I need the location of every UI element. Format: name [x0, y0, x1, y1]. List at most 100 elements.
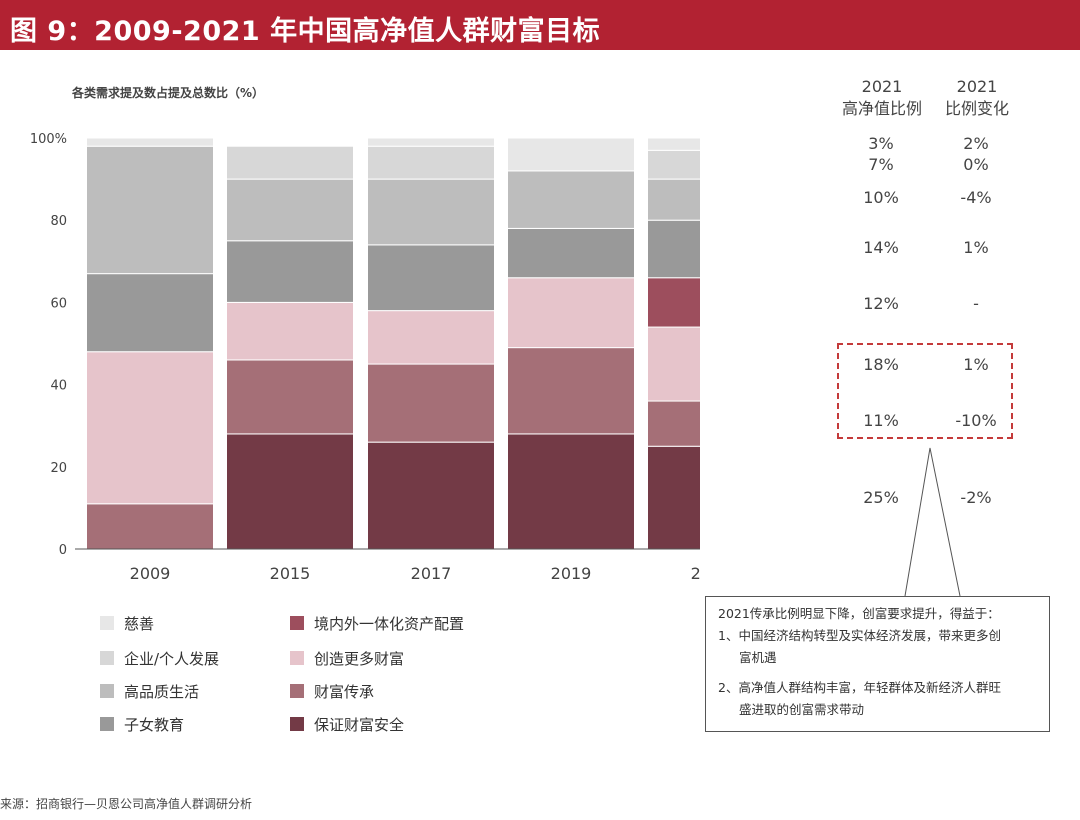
table-change-value: -2% — [960, 488, 992, 507]
legend-swatch — [290, 717, 304, 731]
bar-segment — [226, 301, 354, 361]
table-change-value: 0% — [963, 155, 989, 174]
table-share-value: 18% — [863, 355, 899, 374]
legend-swatch — [100, 651, 114, 665]
callout-line: 1、中国经济结构转型及实体经济发展，带来更多创 — [718, 628, 1001, 643]
bar-segment — [226, 359, 354, 435]
legend-label: 慈善 — [124, 614, 155, 633]
figure-title: 图 9：2009-2021 年中国高净值人群财富目标 — [10, 16, 601, 47]
callout-line: 2021传承比例明显下降，创富要求提升，得益于： — [718, 606, 1000, 621]
y-tick-label: 60 — [50, 296, 67, 311]
chart-y-title: 各类需求提及数占提及总数比（%） — [72, 86, 265, 100]
table-header-share: 2021 高净值比例 — [837, 76, 927, 120]
y-tick-label: 0 — [59, 543, 67, 558]
bar-segment — [507, 347, 635, 435]
legend-label: 财富传承 — [314, 682, 375, 701]
table-share-value: 25% — [863, 488, 899, 507]
bar-segment — [507, 277, 635, 349]
table-share-value: 14% — [863, 238, 899, 257]
legend-item: 境内外一体化资产配置 — [290, 613, 464, 633]
bar-segment — [367, 137, 495, 147]
table-change-value: 1% — [963, 238, 989, 257]
table-header-share-year: 2021 — [861, 77, 903, 96]
y-tick-label: 20 — [50, 461, 67, 476]
table-share-value: 12% — [863, 294, 899, 313]
y-tick-label: 80 — [50, 214, 67, 229]
bar-segment — [647, 219, 700, 279]
table-change-value: - — [973, 294, 979, 313]
legend-item: 财富传承 — [290, 681, 374, 701]
bar-segment — [86, 137, 214, 147]
table-change-value: 2% — [963, 134, 989, 153]
table-header-change-label: 比例变化 — [944, 99, 1009, 118]
table-change-value: 1% — [963, 355, 989, 374]
x-tick-label: 2015 — [270, 564, 311, 583]
legend-item: 慈善 — [100, 613, 154, 633]
legend-label: 保证财富安全 — [314, 715, 405, 734]
title-bar: 图 9：2009-2021 年中国高净值人群财富目标 — [0, 0, 1080, 50]
legend-swatch — [100, 717, 114, 731]
legend-label: 创造更多财富 — [314, 649, 405, 668]
bar-segment — [367, 363, 495, 443]
bar-segment — [647, 149, 700, 180]
legend-label: 高品质生活 — [124, 682, 200, 701]
bar-segment — [86, 273, 214, 353]
legend-item: 企业/个人发展 — [100, 648, 219, 668]
bar-segment — [647, 326, 700, 402]
legend-item: 高品质生活 — [100, 681, 199, 701]
highlight-box — [837, 343, 1013, 439]
legend-item: 保证财富安全 — [290, 714, 404, 734]
bar-segment — [226, 433, 354, 550]
table-header-change: 2021 比例变化 — [932, 76, 1022, 120]
legend-swatch — [100, 684, 114, 698]
bar-segment — [367, 178, 495, 246]
bar-segment — [507, 227, 635, 279]
bar-segment — [507, 137, 635, 172]
table-header-share-label: 高净值比例 — [841, 99, 922, 118]
x-tick-label: 2017 — [411, 564, 452, 583]
callout-line: 2、高净值人群结构丰富，年轻群体及新经济人群旺 — [718, 680, 1001, 695]
legend-swatch — [290, 616, 304, 630]
bar-segment — [367, 441, 495, 550]
bar-segment — [507, 433, 635, 550]
table-share-value: 11% — [863, 411, 899, 430]
bar-segment — [647, 277, 700, 328]
table-change-value: -4% — [960, 188, 992, 207]
x-tick-label: 2009 — [130, 564, 171, 583]
source-note: 来源：招商银行—贝恩公司高净值人群调研分析 — [0, 797, 253, 811]
bar-segment — [367, 310, 495, 365]
table-share-value: 7% — [868, 155, 894, 174]
callout-box: 2021传承比例明显下降，创富要求提升，得益于： 1、中国经济结构转型及实体经济… — [705, 596, 1050, 732]
bar-segment — [86, 145, 214, 275]
bar-segment — [367, 244, 495, 312]
callout-line: 盛进取的创富需求带动 — [739, 702, 865, 717]
x-tick-label: 2019 — [551, 564, 592, 583]
bar-segment — [226, 240, 354, 303]
legend-item: 子女教育 — [100, 714, 184, 734]
legend-label: 境内外一体化资产配置 — [314, 614, 465, 633]
legend-label: 企业/个人发展 — [124, 649, 220, 668]
bar-segment — [86, 351, 214, 505]
callout-line: 富机遇 — [739, 650, 777, 665]
y-tick-label: 100% — [30, 132, 67, 147]
bar-segment — [647, 137, 700, 151]
table-share-value: 3% — [868, 134, 894, 153]
legend-label: 子女教育 — [124, 715, 185, 734]
bar-segment — [226, 178, 354, 242]
table-change-value: -10% — [955, 411, 997, 430]
legend-swatch — [100, 616, 114, 630]
legend-swatch — [290, 651, 304, 665]
legend-swatch — [290, 684, 304, 698]
legend-item: 创造更多财富 — [290, 648, 404, 668]
y-tick-label: 40 — [50, 379, 67, 394]
bar-segment — [647, 445, 700, 550]
bar-segment — [647, 178, 700, 221]
bar-segment — [367, 145, 495, 180]
bar-segment — [507, 170, 635, 229]
bar-segment — [226, 145, 354, 180]
table-header-change-year: 2021 — [956, 77, 998, 96]
table-share-value: 10% — [863, 188, 899, 207]
bar-segment — [647, 400, 700, 447]
stacked-bar-chart: 0 20 40 60 80 100% 2009 2015 2017 2019 2021 — [30, 132, 700, 583]
bar-segment — [86, 503, 214, 550]
